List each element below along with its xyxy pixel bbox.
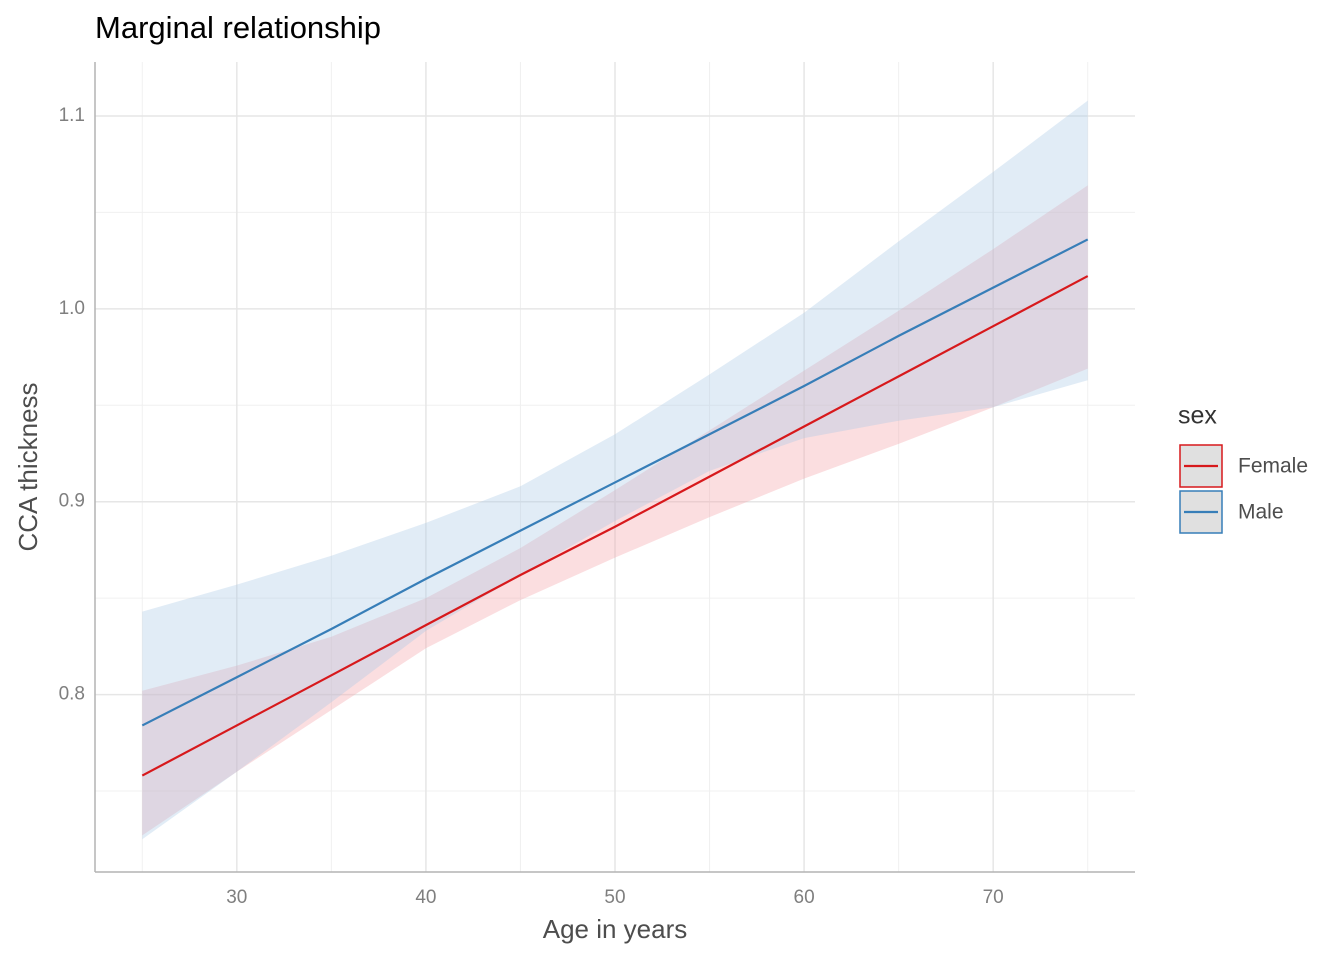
lines (141, 238, 1089, 777)
axes: 0.8 0.9 1.0 1.1 30 40 50 60 70 (59, 62, 1135, 908)
x-tick-label: 70 (983, 887, 1004, 908)
x-tick-label: 40 (415, 887, 436, 908)
y-tick-label: 1.1 (59, 105, 85, 126)
fit-line (141, 275, 1089, 777)
y-tick-label: 0.8 (59, 684, 85, 705)
fit-line (141, 238, 1089, 727)
legend-label: Female (1238, 455, 1308, 478)
legend-label: Male (1238, 501, 1284, 524)
grid (95, 62, 1135, 872)
legend: sex Female Male (1178, 402, 1308, 534)
x-axis-title: Age in years (543, 914, 688, 944)
x-tick-label: 60 (794, 887, 815, 908)
x-tick-label: 30 (226, 887, 247, 908)
y-axis-title: CCA thickness (13, 382, 43, 551)
ribbons (142, 100, 1088, 840)
confidence-ribbon (142, 100, 1088, 840)
x-tick-label: 50 (604, 887, 625, 908)
chart-title: Marginal relationship (95, 10, 381, 45)
y-tick-label: 1.0 (59, 298, 85, 319)
y-tick-label: 0.9 (59, 491, 85, 512)
legend-title: sex (1178, 402, 1217, 430)
confidence-ribbon (142, 185, 1088, 836)
